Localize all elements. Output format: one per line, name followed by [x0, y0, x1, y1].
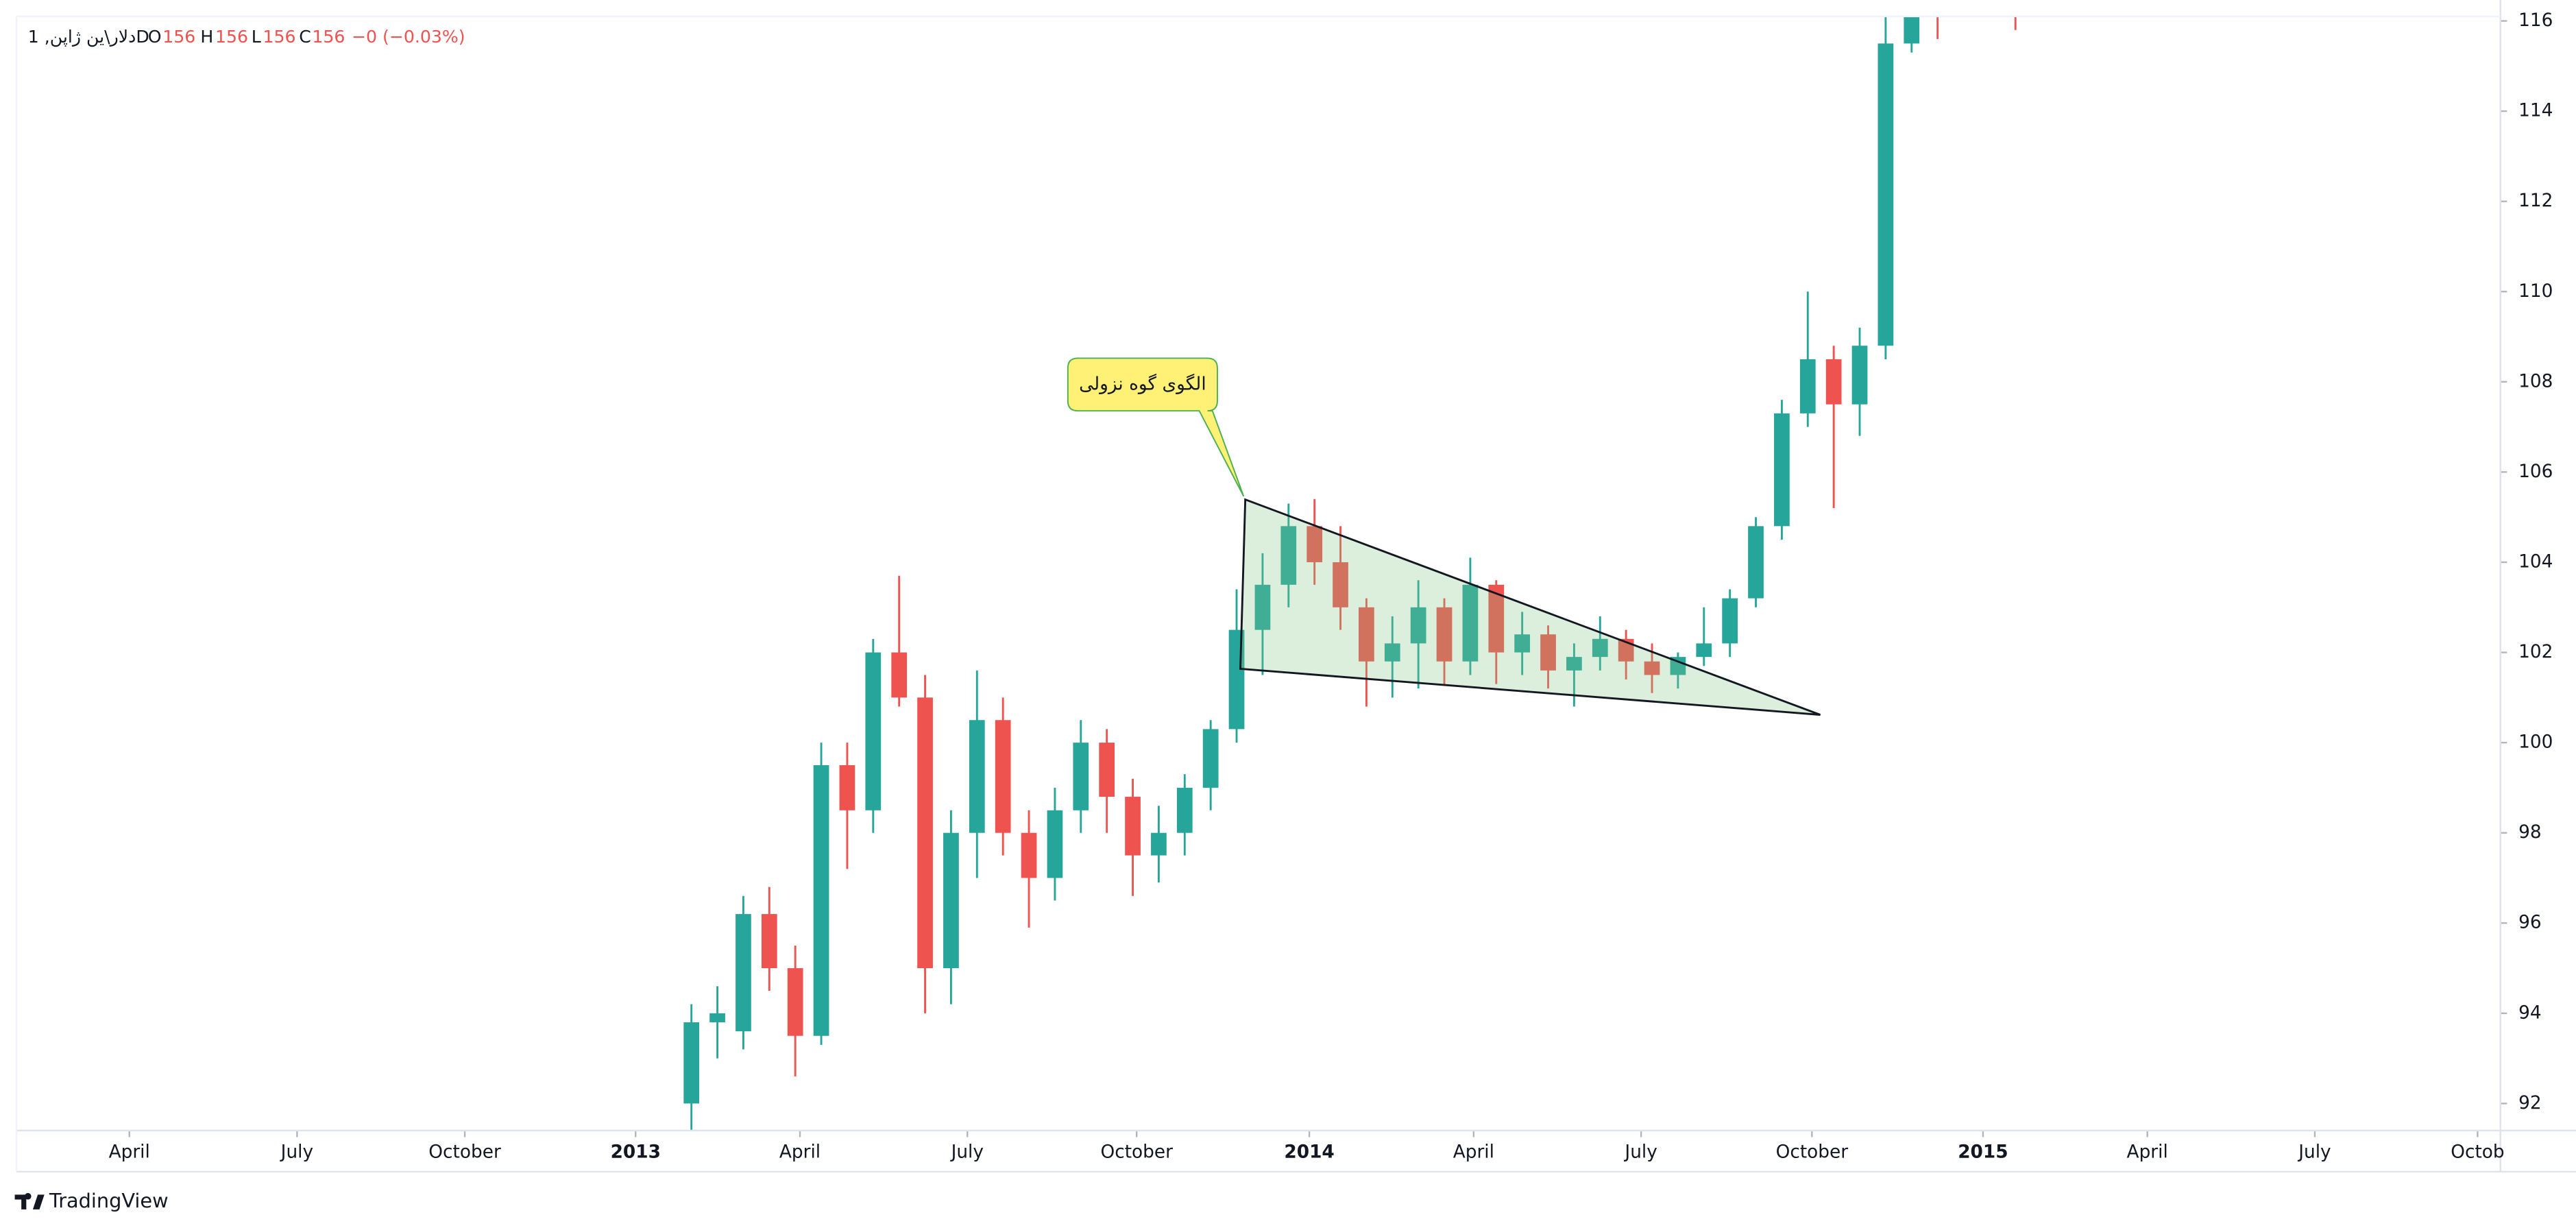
y-tick-label: 112 [2518, 191, 2553, 211]
o-value: 156 [162, 27, 195, 47]
x-tick-label: October [1776, 1142, 1849, 1163]
candle-body [1748, 526, 1764, 599]
candle-body [709, 1013, 725, 1022]
candle-body [1333, 562, 1348, 607]
candle-body [1099, 743, 1115, 797]
candle-body [1488, 584, 1505, 653]
candle-body [1280, 526, 1297, 585]
grid [128, 20, 2507, 1137]
brand-logo [14, 1192, 45, 1209]
x-tick-label: October [428, 1142, 501, 1163]
l-label: L [252, 27, 261, 47]
brand-name: TradingView [49, 1189, 169, 1212]
candle-body [1592, 638, 1608, 658]
y-tick-label: 92 [2518, 1093, 2542, 1113]
x-tick-label: April [1453, 1142, 1494, 1163]
y-tick-label: 114 [2518, 101, 2553, 121]
candle-body [891, 652, 908, 698]
legend-header: دلار\ین ژاپن, 1D O 156 H 156 L 156 C 156… [28, 27, 465, 47]
candle-body [761, 914, 777, 969]
candle-body [1359, 607, 1374, 662]
candle-body [1851, 346, 1868, 405]
y-tick-label: 104 [2518, 551, 2553, 572]
candle-body [1825, 359, 1842, 405]
candle-body [1722, 598, 1738, 644]
candle-body [917, 697, 933, 969]
candle-body [1540, 634, 1556, 671]
brand: TradingView [14, 1189, 169, 1212]
candle-body [1410, 607, 1426, 644]
y-tick-label: 96 [2518, 913, 2542, 933]
x-tick-label: October [1100, 1142, 1173, 1163]
candle-body [1047, 810, 1063, 878]
x-tick-label: April [109, 1142, 150, 1163]
candle-body [1151, 832, 1167, 856]
y-tick-label: 94 [2518, 1002, 2542, 1023]
wedge-pattern [1239, 498, 1821, 716]
candle-body [1462, 584, 1479, 662]
candle-body [1125, 797, 1141, 856]
c-label: C [299, 27, 311, 47]
candle-body [1384, 643, 1400, 662]
y-tick-label: 108 [2518, 371, 2553, 392]
candle-body [1878, 43, 1894, 346]
x-tick-label: 2015 [1958, 1142, 2008, 1163]
symbol: دلار\ین ژاپن, 1D [28, 27, 149, 47]
candle-body [1670, 657, 1686, 675]
callout-text: الگوی گوه نزولی [1079, 373, 1206, 394]
candle-body [1436, 607, 1453, 662]
x-tick-label: July [950, 1142, 984, 1163]
x-tick-label: Octob [2451, 1142, 2504, 1163]
y-tick-label: 102 [2518, 642, 2553, 662]
x-tick-label: July [1623, 1142, 1657, 1163]
candle-body [1254, 584, 1271, 630]
candle-body [995, 720, 1011, 833]
candle-body [1307, 526, 1323, 562]
c-value: 156 [312, 27, 345, 47]
x-tick-label: 2013 [611, 1142, 661, 1163]
candle-body [1696, 643, 1712, 658]
candle-body [1202, 729, 1219, 788]
h-value: 156 [215, 27, 248, 47]
candle-body [839, 765, 855, 810]
candle-body [1021, 832, 1037, 878]
candle-body [787, 968, 803, 1036]
candles [683, 16, 2017, 1131]
candle-body [943, 832, 959, 969]
y-tick-label: 116 [2518, 10, 2553, 31]
candle-body [1514, 634, 1531, 653]
h-label: H [200, 27, 213, 47]
candle-body [683, 1022, 700, 1104]
candle-body [1799, 359, 1816, 413]
y-tick-label: 110 [2518, 281, 2553, 302]
candle-body [1176, 787, 1193, 833]
candle-body [1774, 413, 1790, 527]
candle-body [865, 652, 882, 810]
y-tick-label: 98 [2518, 822, 2542, 843]
o-label: O [148, 27, 162, 47]
change: −0 (−0.03%) [352, 27, 465, 47]
candle-body [1566, 657, 1582, 671]
candle-body [1904, 16, 1920, 44]
y-tick-label: 106 [2518, 461, 2553, 482]
callout-bubble [1067, 357, 1245, 497]
x-tick-label: July [2297, 1142, 2331, 1163]
y-tick-label: 100 [2518, 732, 2553, 753]
x-tick-label: April [2127, 1142, 2168, 1163]
candle-body [813, 765, 829, 1036]
candle-body [1644, 661, 1660, 675]
x-tick-label: April [779, 1142, 821, 1163]
candle-body [1073, 743, 1089, 810]
x-tick-label: 2014 [1284, 1142, 1334, 1163]
candle-body [736, 914, 751, 1032]
x-tick-label: July [280, 1142, 313, 1163]
candle-body [969, 720, 985, 833]
l-value: 156 [263, 27, 295, 47]
